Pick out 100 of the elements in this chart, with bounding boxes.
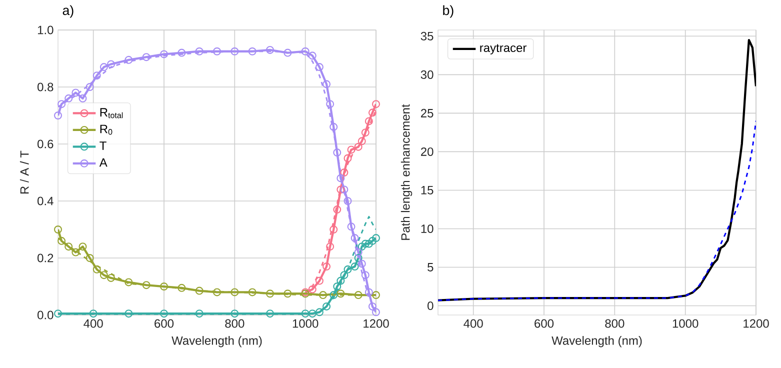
point [230, 47, 239, 56]
point [358, 260, 366, 268]
point [368, 302, 376, 310]
point [361, 240, 370, 248]
point [72, 88, 80, 97]
point [330, 291, 338, 300]
point [160, 50, 168, 58]
chart-title: a) [62, 5, 74, 18]
point [248, 47, 256, 56]
point [124, 56, 133, 64]
chart-title: b) [443, 5, 454, 18]
point [368, 108, 376, 117]
point [319, 291, 328, 300]
y-tick-label: 15 [421, 186, 434, 194]
point [344, 197, 352, 205]
x-axis-title: Wavelength (nm) [552, 336, 642, 348]
legend-label: T [100, 142, 106, 150]
point [266, 290, 274, 298]
point [344, 265, 352, 274]
point [178, 284, 186, 292]
point [308, 310, 316, 318]
y-tick-label: 10 [421, 224, 434, 233]
y-tick-label: 0.4 [38, 196, 54, 206]
point [364, 288, 373, 296]
point [344, 154, 352, 162]
point [100, 271, 108, 280]
point [213, 47, 222, 56]
point [301, 310, 310, 318]
point [266, 46, 274, 54]
point [333, 282, 342, 291]
point [372, 234, 380, 242]
y-tick-label: 5 [428, 263, 434, 272]
point [284, 48, 292, 57]
point [315, 63, 324, 72]
y-tick-label: 1.0 [38, 26, 54, 34]
y-axis-title: Path length enhancement [400, 104, 412, 240]
point [195, 310, 204, 318]
point [124, 278, 133, 286]
x-tick-label: 600 [154, 319, 174, 328]
legend-label: R$_{0}$ [100, 124, 112, 135]
point [124, 310, 133, 318]
point [336, 186, 345, 194]
x-axis-title: Wavelength (nm) [172, 336, 262, 348]
point [86, 82, 94, 91]
legend-label: R$_{total}$ [100, 108, 123, 118]
point [308, 52, 316, 60]
point [284, 290, 292, 298]
y-tick-label: 25 [421, 108, 434, 118]
point [230, 310, 239, 318]
point [358, 137, 366, 146]
point [213, 288, 222, 296]
point [358, 242, 366, 251]
point [322, 302, 331, 310]
point [361, 128, 370, 137]
point [347, 146, 356, 154]
point [64, 94, 73, 102]
point [333, 206, 342, 214]
point [315, 308, 324, 316]
point [54, 225, 62, 234]
point [326, 100, 334, 108]
point [142, 53, 150, 62]
point [336, 276, 345, 285]
point [347, 222, 356, 231]
y-tick-label: 0.2 [38, 254, 54, 262]
point [248, 288, 256, 296]
point [78, 94, 87, 102]
point [301, 47, 310, 56]
point [326, 242, 334, 251]
point [54, 112, 62, 120]
point [354, 254, 362, 262]
point [89, 310, 98, 318]
point [195, 286, 204, 295]
point [354, 248, 362, 256]
point [178, 48, 186, 57]
point [58, 236, 66, 245]
point [142, 281, 150, 290]
point [160, 282, 168, 291]
x-tick-label: 1000 [672, 319, 698, 328]
y-tick-label: 35 [420, 32, 434, 40]
y-tick-label: 20 [421, 147, 434, 156]
x-tick-label: 400 [464, 319, 483, 328]
point [92, 265, 101, 274]
point [100, 63, 108, 72]
y-axis-title: R / A / T [20, 150, 29, 194]
legend-label: raytracer [480, 44, 527, 54]
point [333, 148, 342, 157]
y-tick-label: 0.0 [38, 310, 54, 320]
point [78, 242, 87, 251]
point [372, 291, 380, 300]
point [54, 310, 62, 318]
point [315, 276, 324, 285]
point [336, 290, 345, 298]
point [64, 242, 73, 251]
point [340, 168, 348, 176]
point [322, 80, 331, 88]
point [72, 248, 80, 256]
x-tick-label: 600 [534, 319, 554, 328]
point [364, 117, 373, 126]
point [266, 310, 274, 318]
x-tick-label: 1000 [292, 319, 318, 328]
